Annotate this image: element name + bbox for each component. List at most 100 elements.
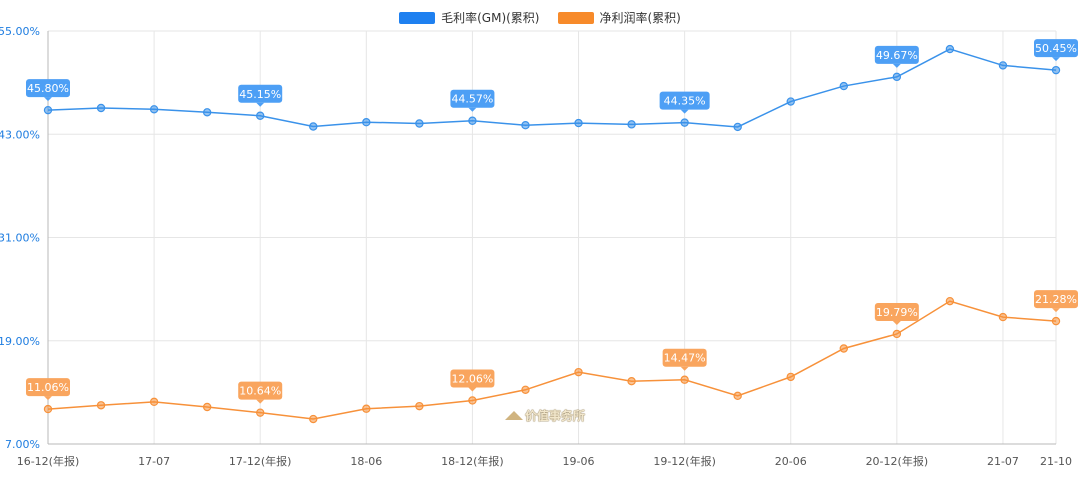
data-label-text: 21.28% (1035, 293, 1077, 306)
series-line-gross-margin (47, 48, 1057, 128)
data-label-tag: 12.06% (450, 369, 495, 392)
data-point-net-margin (521, 385, 530, 394)
data-point-net-margin (415, 401, 424, 411)
y-tick-label: 7.00% (5, 438, 40, 451)
legend-swatch-gross (399, 11, 436, 24)
data-point-net-margin (1051, 316, 1061, 326)
x-tick-label: 21-07 (987, 455, 1019, 468)
data-point-net-margin (786, 372, 795, 382)
data-point-net-margin (362, 404, 371, 413)
x-tick-label: 18-06 (350, 455, 382, 468)
x-tick-label: 20-12(年报) (866, 454, 929, 468)
data-label-pointer (256, 399, 265, 404)
y-tick-label: 43.00% (0, 128, 40, 141)
legend-item-net-margin[interactable]: 净利润率(累积) (557, 9, 681, 26)
watermark-text: 价值事务所 (525, 409, 586, 423)
series-line-net-margin (47, 300, 1057, 420)
data-point-net-margin (96, 401, 106, 410)
data-label-tag: 44.35% (659, 91, 710, 114)
series-net-margin (43, 296, 1061, 424)
data-label-tag: 49.67% (874, 45, 919, 68)
data-label-tag: 50.45% (1034, 39, 1078, 62)
data-point-gross-margin (43, 105, 53, 115)
data-label-text: 10.64% (239, 385, 281, 398)
data-point-net-margin (945, 296, 955, 306)
data-point-net-margin (892, 329, 902, 339)
data-label-pointer (256, 102, 265, 107)
data-label-tag: 11.06% (26, 378, 70, 401)
data-label-text: 44.35% (664, 95, 706, 108)
data-label-text: 19.79% (876, 306, 918, 319)
data-point-gross-margin (945, 44, 955, 54)
data-point-gross-margin (149, 105, 159, 114)
data-point-gross-margin (680, 118, 689, 127)
data-point-gross-margin (362, 118, 371, 127)
y-tick-label: 19.00% (0, 335, 40, 348)
data-label-bg (874, 302, 919, 321)
data-point-gross-margin (1051, 65, 1061, 75)
data-label-pointer (680, 366, 689, 371)
data-point-gross-margin (786, 97, 795, 106)
data-label-tag: 45.15% (238, 84, 283, 107)
legend-swatch-net (557, 11, 594, 24)
x-tick-label: 19-12(年报) (653, 454, 716, 468)
legend-label-gross: 毛利率(GM)(累积) (441, 11, 540, 25)
data-point-net-margin (309, 414, 318, 424)
data-label-pointer (1052, 57, 1060, 62)
watermark: 价值事务所 (505, 407, 585, 424)
data-label-bg (238, 381, 283, 400)
data-label-tag: 14.47% (662, 348, 707, 371)
data-label-text: 14.47% (664, 352, 706, 365)
data-label-bg (26, 378, 70, 397)
data-label-pointer (892, 63, 901, 68)
data-label-pointer (44, 396, 52, 401)
data-label-text: 11.06% (27, 381, 69, 394)
data-label-pointer (468, 387, 477, 392)
data-label-bg (659, 91, 710, 110)
data-point-net-margin (839, 344, 848, 353)
data-label-bg (238, 84, 283, 103)
data-label-text: 12.06% (451, 372, 493, 385)
data-label-pointer (680, 109, 689, 114)
data-label-bg (1034, 39, 1078, 58)
data-label-text: 45.15% (239, 88, 281, 101)
chart-legend: 毛利率(GM)(累积) 净利润率(累积) (0, 9, 1080, 26)
data-point-net-margin (468, 396, 477, 405)
data-label-bg (450, 369, 495, 388)
data-point-net-margin (998, 312, 1008, 322)
data-point-gross-margin (574, 118, 583, 128)
data-label-bg (26, 79, 70, 98)
legend-item-gross-margin[interactable]: 毛利率(GM)(累积) (399, 9, 540, 26)
data-label-pointer (892, 320, 901, 325)
data-point-net-margin (574, 367, 583, 377)
data-point-gross-margin (468, 116, 477, 125)
x-tick-label: 20-06 (775, 455, 807, 468)
data-point-net-margin (43, 404, 53, 414)
data-point-gross-margin (202, 108, 212, 117)
data-point-net-margin (149, 397, 159, 407)
data-label-bg (450, 89, 495, 108)
data-point-gross-margin (256, 111, 265, 120)
data-point-net-margin (256, 408, 265, 417)
y-tick-label: 55.00% (0, 25, 40, 38)
data-label-tag: 21.28% (1034, 290, 1078, 313)
data-label-text: 44.57% (451, 93, 493, 106)
x-tick-label: 16-12(年报) (17, 454, 80, 468)
data-label-bg (1034, 290, 1078, 309)
data-point-net-margin (202, 402, 212, 412)
data-label-pointer (468, 107, 477, 112)
y-tick-label: 31.00% (0, 232, 40, 245)
data-label-bg (662, 348, 707, 367)
data-point-gross-margin (892, 72, 902, 82)
data-point-net-margin (627, 376, 636, 386)
x-tick-label: 17-12(年报) (229, 454, 292, 468)
data-label-tag: 44.57% (450, 89, 495, 112)
data-point-gross-margin (998, 61, 1008, 70)
data-label-text: 49.67% (876, 49, 918, 62)
data-label-tag: 10.64% (238, 381, 283, 404)
x-tick-label: 18-12(年报) (441, 454, 504, 468)
data-point-gross-margin (309, 122, 318, 131)
x-tick-label: 19-06 (563, 455, 595, 468)
data-label-text: 50.45% (1035, 42, 1077, 55)
